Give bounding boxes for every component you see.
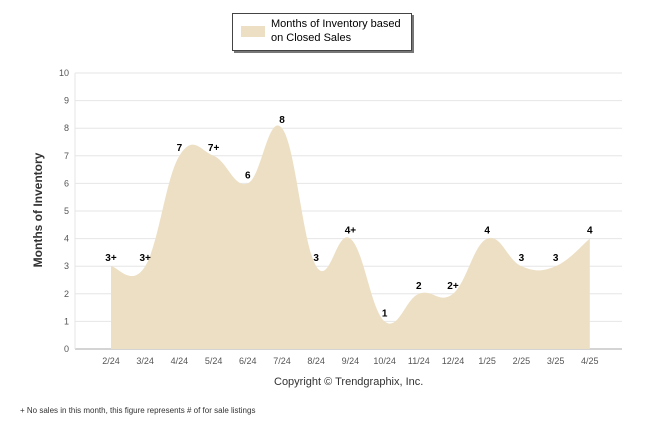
y-tick-label: 8: [64, 123, 69, 133]
y-tick-label: 0: [64, 344, 69, 354]
data-label: 3: [553, 253, 559, 264]
y-tick-label: 10: [59, 68, 69, 78]
legend: Months of Inventory based on Closed Sale…: [232, 13, 412, 51]
x-tick-label: 1/25: [478, 356, 496, 366]
x-tick-label: 6/24: [239, 356, 257, 366]
y-tick-label: 9: [64, 96, 69, 106]
x-tick-label: 2/24: [102, 356, 120, 366]
y-tick-label: 2: [64, 289, 69, 299]
data-label: 3+: [105, 253, 117, 264]
x-tick-label: 7/24: [273, 356, 291, 366]
copyright-text: Copyright © Trendgraphix, Inc.: [274, 376, 424, 388]
data-label: 3+: [139, 253, 151, 264]
footnote-text: + No sales in this month, this figure re…: [20, 406, 256, 415]
data-label: 2: [416, 281, 422, 292]
data-label: 2+: [447, 281, 459, 292]
data-label: 4+: [345, 226, 357, 237]
y-tick-label: 7: [64, 151, 69, 161]
data-label: 8: [279, 115, 285, 126]
data-label: 4: [587, 226, 593, 237]
data-label: 1: [382, 308, 388, 319]
legend-label: Months of Inventory based on Closed Sale…: [271, 18, 401, 44]
legend-swatch: [241, 26, 265, 37]
data-label: 7: [177, 143, 183, 154]
data-label: 6: [245, 170, 251, 181]
x-tick-label: 9/24: [342, 356, 360, 366]
data-label: 3: [519, 253, 525, 264]
x-tick-label: 11/24: [408, 356, 430, 366]
y-axis: 0 1 2 3 4 5 6 7 8 9 10: [59, 68, 69, 354]
area-series-fill: [111, 125, 590, 349]
x-tick-label: 10/24: [373, 356, 396, 366]
y-axis-label: Months of Inventory: [31, 152, 45, 267]
y-tick-label: 4: [64, 234, 69, 244]
data-label: 7+: [208, 143, 220, 154]
data-labels: 3+ 3+ 7 7+ 6 8 3 4+ 1 2 2+ 4 3 3 4: [105, 115, 593, 319]
x-tick-label: 12/24: [442, 356, 465, 366]
area-series: [111, 125, 590, 349]
y-tick-label: 6: [64, 178, 69, 188]
x-axis: 2/24 3/24 4/24 5/24 6/24 7/24 8/24 9/24 10/24 11/…: [102, 356, 598, 366]
x-tick-label: 8/24: [307, 356, 325, 366]
y-tick-label: 1: [64, 316, 69, 326]
y-tick-label: 5: [64, 206, 69, 216]
y-tick-label: 3: [64, 261, 69, 271]
x-tick-label: 5/24: [205, 356, 223, 366]
data-label: 4: [484, 226, 490, 237]
x-tick-label: 3/25: [547, 356, 565, 366]
x-tick-label: 4/24: [171, 356, 189, 366]
x-tick-label: 2/25: [513, 356, 531, 366]
x-tick-label: 4/25: [581, 356, 599, 366]
x-tick-label: 3/24: [136, 356, 154, 366]
data-label: 3: [313, 253, 319, 264]
